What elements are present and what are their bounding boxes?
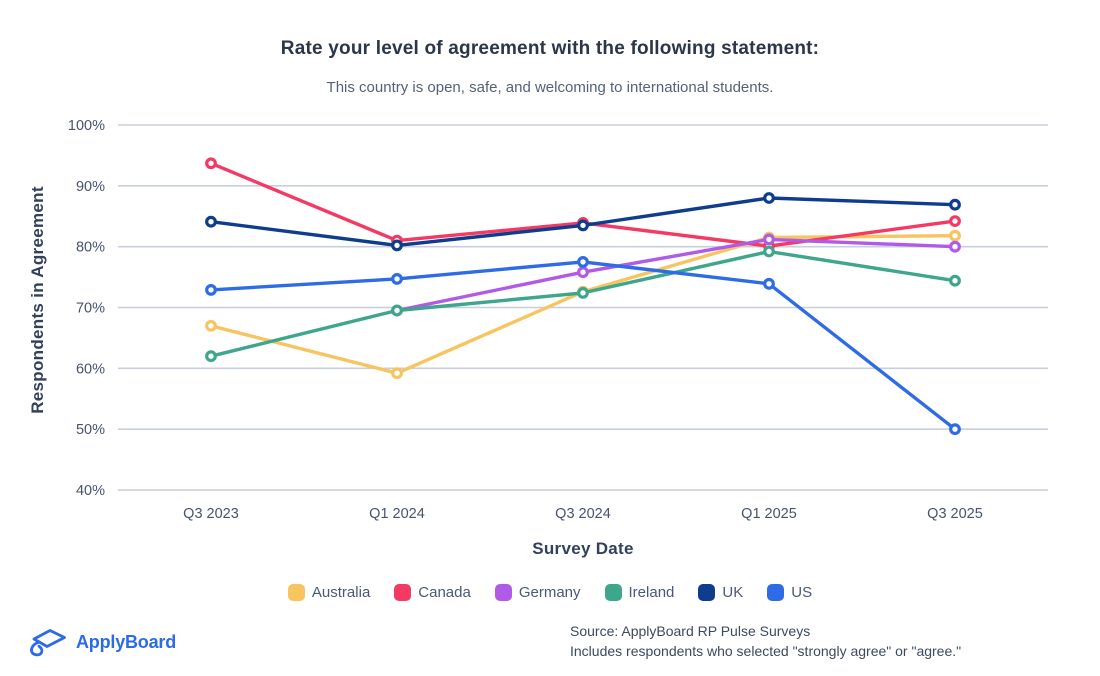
- legend-item-ireland: Ireland: [604, 584, 675, 601]
- data-point-germany-2: [577, 266, 589, 279]
- legend-swatch-uk: [698, 584, 716, 601]
- y-axis-tick-label: 70%: [76, 301, 105, 317]
- legend-item-us: US: [767, 584, 812, 601]
- legend-item-germany: Germany: [494, 584, 581, 601]
- data-point-canada-4: [949, 215, 961, 228]
- x-axis-tick-label: Q3 2025: [927, 506, 983, 522]
- y-axis-tick-label: 100%: [68, 118, 105, 134]
- legend-label-uk: UK: [722, 584, 744, 601]
- chart-title: Rate your level of agreement with the fo…: [280, 38, 820, 59]
- legend-item-uk: UK: [698, 584, 743, 601]
- data-point-australia-0: [205, 319, 217, 332]
- x-axis-tick-label: Q1 2025: [741, 506, 797, 522]
- source-text: Source: ApplyBoard RP Pulse Surveys Incl…: [570, 621, 961, 661]
- legend-label-germany: Germany: [518, 584, 581, 601]
- legend-swatch-ireland: [604, 584, 622, 601]
- legend-swatch-canada: [394, 584, 412, 601]
- x-axis-title: Survey Date: [532, 539, 634, 558]
- legend-item-canada: Canada: [394, 584, 471, 601]
- applyboard-logo: ApplyBoard: [26, 625, 176, 659]
- data-point-us-3: [763, 277, 775, 290]
- applyboard-logo-text: ApplyBoard: [76, 631, 177, 652]
- x-axis-tick-label: Q3 2023: [183, 506, 239, 522]
- data-point-uk-1: [391, 239, 403, 252]
- data-point-uk-0: [205, 215, 217, 228]
- data-point-us-0: [205, 284, 217, 296]
- y-axis-tick-label: 90%: [76, 179, 105, 195]
- data-point-us-4: [949, 423, 961, 436]
- data-point-australia-4: [949, 229, 961, 242]
- x-axis-tick-label: Q1 2024: [369, 506, 425, 522]
- data-point-ireland-0: [205, 350, 217, 363]
- data-point-canada-0: [205, 157, 217, 170]
- data-point-uk-3: [763, 192, 775, 204]
- chart-subtitle: This country is open, safe, and welcomin…: [326, 79, 774, 96]
- y-axis-tick-label: 60%: [76, 361, 105, 377]
- source-line-2: Includes respondents who selected "stron…: [570, 643, 962, 659]
- y-axis-tick-label: 40%: [76, 483, 105, 499]
- data-point-australia-1: [391, 367, 403, 380]
- data-point-ireland-3: [763, 245, 775, 258]
- data-point-germany-4: [949, 240, 961, 253]
- legend-label-australia: Australia: [311, 584, 371, 601]
- chart-legend: Australia Canada Germany Ireland UK US: [0, 584, 1100, 601]
- data-point-us-2: [577, 256, 589, 268]
- data-point-us-1: [391, 273, 403, 285]
- source-line-1: Source: ApplyBoard RP Pulse Surveys: [570, 623, 811, 639]
- y-axis-tick-label: 50%: [76, 422, 105, 438]
- x-axis-tick-label: Q3 2024: [555, 506, 611, 522]
- series-line-germany: [395, 237, 957, 313]
- data-point-uk-4: [949, 198, 961, 211]
- legend-label-ireland: Ireland: [628, 584, 675, 601]
- y-axis-title: Respondents in Agreement: [28, 186, 47, 414]
- data-point-uk-2: [577, 219, 589, 232]
- data-point-germany-3: [763, 233, 775, 246]
- legend-swatch-australia: [287, 584, 305, 601]
- legend-label-canada: Canada: [418, 584, 471, 601]
- data-point-ireland-4: [949, 274, 961, 287]
- data-point-ireland-2: [577, 287, 589, 299]
- legend-swatch-us: [767, 584, 785, 601]
- y-axis-tick-label: 80%: [76, 240, 105, 256]
- legend-label-us: US: [791, 584, 813, 601]
- data-point-ireland-1: [391, 304, 403, 317]
- applyboard-logo-icon: [30, 629, 66, 657]
- legend-swatch-germany: [494, 584, 512, 601]
- series-line-canada: [209, 161, 957, 248]
- legend-item-australia: Australia: [287, 584, 371, 601]
